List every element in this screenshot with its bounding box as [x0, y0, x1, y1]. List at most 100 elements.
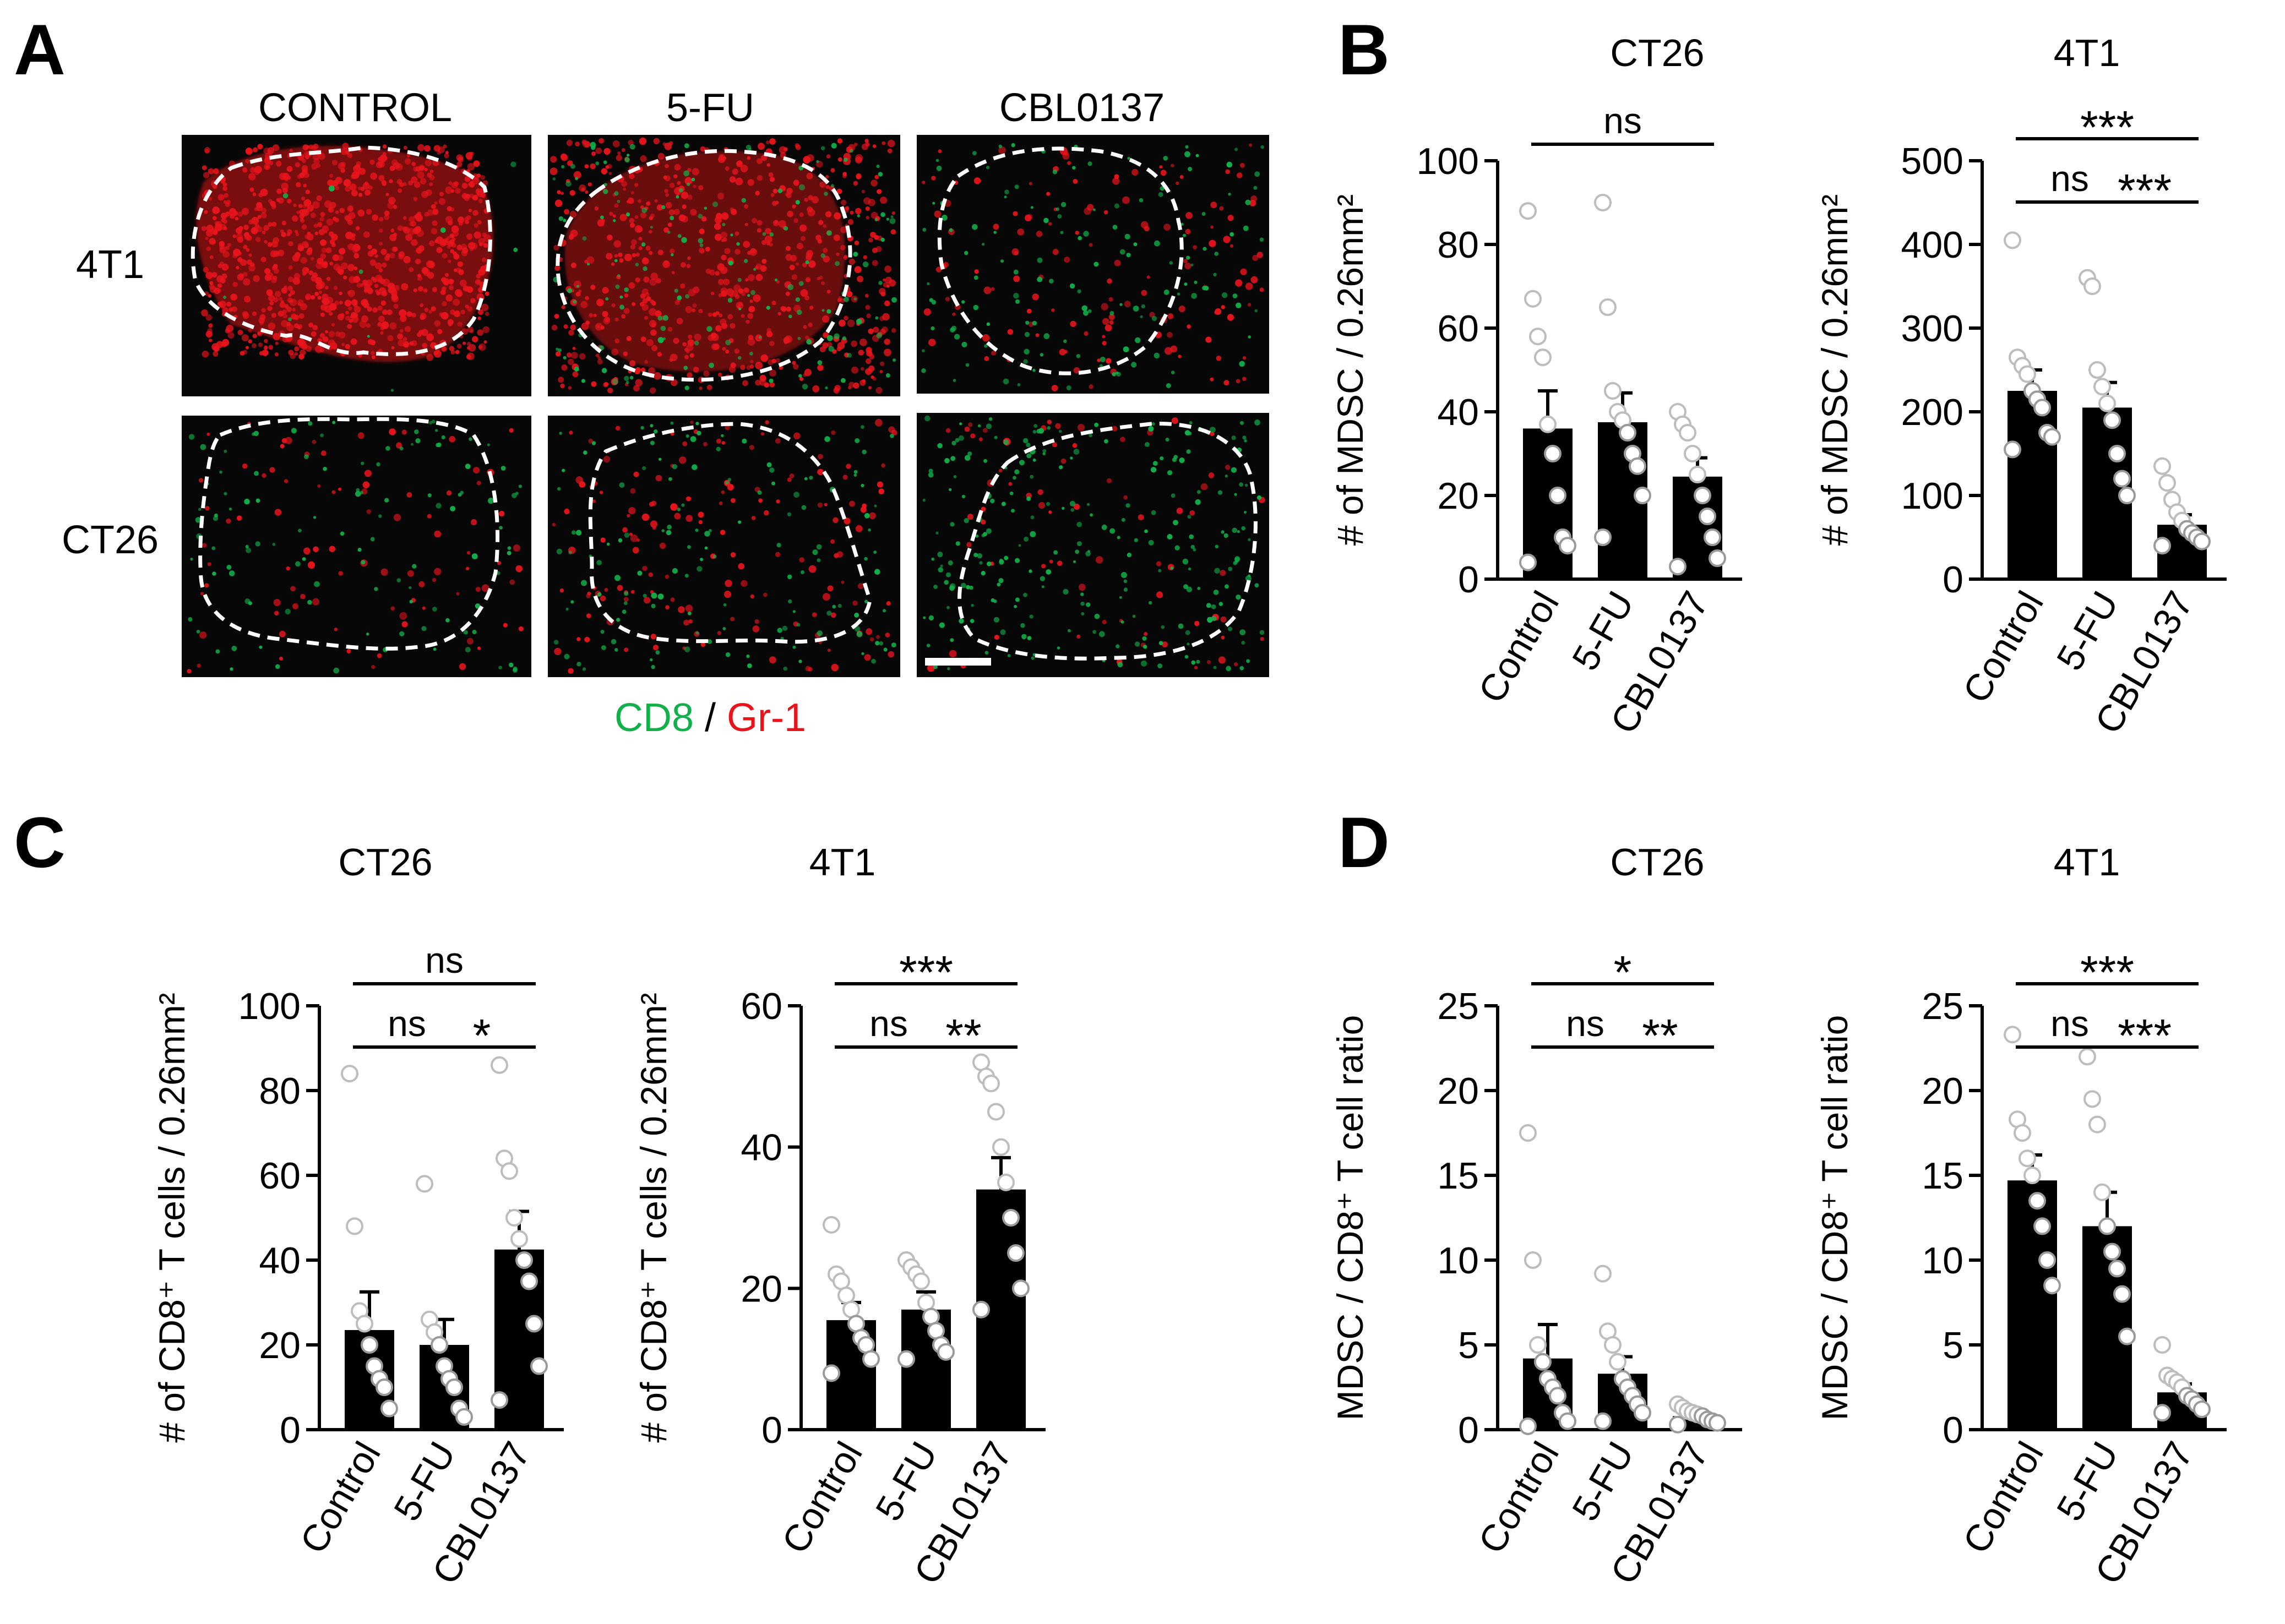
gr1-cell — [1120, 437, 1125, 443]
gr1-cell — [603, 382, 609, 387]
gr1-cell — [823, 224, 826, 228]
data-point — [1524, 1251, 1542, 1269]
cd8-cell — [966, 585, 970, 590]
gr1-cell — [700, 642, 706, 647]
cd8-cell — [817, 558, 821, 563]
gr1-cell — [1178, 306, 1185, 313]
gr1-cell — [1194, 666, 1198, 670]
cd8-cell — [977, 424, 981, 428]
gr1-cell — [405, 233, 412, 241]
gr1-cell — [793, 218, 798, 223]
gr1-cell — [837, 138, 843, 144]
gr1-cell — [1048, 510, 1052, 514]
gr1-cell — [717, 279, 724, 285]
gr1-cell — [776, 499, 780, 504]
gr1-cell — [286, 566, 290, 571]
cd8-cell — [1098, 631, 1105, 637]
gr1-cell — [882, 278, 886, 282]
gr1-cell — [402, 216, 407, 220]
gr1-cell — [286, 166, 293, 172]
x-tick-label: 5-FU — [1564, 1435, 1642, 1528]
cd8-cell — [1182, 558, 1189, 565]
gr1-cell — [998, 468, 1003, 473]
microscopy-panel: CONTROL 5-FU CBL0137 4T1 CT26 CD8 / Gr-1 — [62, 86, 1269, 740]
cd8-cell — [361, 461, 364, 465]
gr1-cell — [269, 467, 275, 473]
data-point — [2083, 1090, 2101, 1108]
cd8-cell — [1188, 167, 1193, 172]
cd8-cell — [1196, 660, 1200, 664]
gr1-cell — [466, 551, 471, 555]
gr1-cell — [854, 240, 859, 246]
cd8-cell — [302, 557, 306, 561]
gr1-cell — [273, 250, 280, 257]
gr1-cell — [644, 315, 649, 320]
gr1-cell — [384, 210, 390, 216]
gr1-cell — [573, 171, 581, 179]
cd8-cell — [567, 288, 573, 293]
gr1-cell — [306, 145, 310, 149]
data-point — [1669, 558, 1686, 576]
gr1-cell — [650, 520, 658, 528]
gr1-cell — [432, 577, 437, 582]
cd8-cell — [314, 581, 320, 587]
gr1-cell — [1163, 224, 1171, 231]
gr1-cell — [591, 151, 596, 156]
gr1-cell — [771, 358, 776, 364]
gr1-cell — [307, 561, 315, 569]
cd8-cell — [1217, 490, 1223, 495]
gr1-cell — [335, 186, 340, 190]
panel-letter-c: C — [14, 802, 66, 882]
gr1-cell — [457, 321, 463, 327]
cd8-cell — [450, 506, 456, 511]
gr1-cell — [418, 245, 425, 252]
significance-label: ns — [869, 1003, 908, 1044]
cd8-cell — [1160, 186, 1165, 191]
gr1-cell — [744, 222, 748, 226]
gr1-cell — [645, 246, 651, 251]
gr1-cell — [432, 209, 439, 215]
gr1-cell — [306, 346, 312, 352]
gr1-cell — [722, 347, 726, 351]
data-point — [510, 1230, 528, 1248]
gr1-cell — [252, 343, 257, 348]
cd8-cell — [928, 615, 934, 621]
gr1-cell — [345, 150, 350, 155]
bar — [2082, 1226, 2132, 1430]
y-tick-label: 10 — [1922, 1240, 1963, 1282]
gr1-cell — [456, 592, 460, 596]
gr1-cell — [772, 200, 777, 206]
gr1-cell — [669, 183, 675, 188]
gr1-cell — [766, 328, 771, 333]
cd8-cell — [820, 253, 825, 258]
gr1-cell — [402, 337, 407, 341]
gr1-cell — [765, 228, 771, 235]
gr1-cell — [804, 295, 810, 301]
tumor-outline-4t1-cbl0137 — [937, 146, 1184, 375]
gr1-cell — [765, 420, 769, 424]
gr1-cell — [463, 341, 466, 345]
cd8-cell — [1188, 567, 1192, 571]
gr1-cell — [673, 174, 678, 179]
cd8-cell — [1086, 602, 1091, 607]
cd8-cell — [684, 646, 690, 652]
gr1-cell — [881, 463, 885, 468]
cd8-cell — [955, 541, 960, 546]
gr1-cell — [804, 198, 808, 202]
gr1-cell — [623, 597, 629, 602]
data-point — [1519, 202, 1537, 220]
cd8-cell — [1190, 544, 1195, 549]
data-point — [2028, 1192, 2046, 1210]
gr1-cell — [1256, 252, 1263, 258]
cd8-cell — [195, 517, 202, 523]
gr1-cell — [840, 226, 847, 233]
cd8-cell — [587, 263, 590, 266]
cd8-cell — [376, 462, 380, 467]
cd8-cell — [795, 297, 800, 302]
cd8-cell — [1119, 249, 1125, 255]
gr1-cell — [761, 259, 767, 264]
cd8-cell — [1234, 493, 1237, 496]
cd8-cell — [1087, 309, 1092, 313]
data-point — [982, 1075, 1000, 1093]
cd8-cell — [323, 466, 327, 471]
